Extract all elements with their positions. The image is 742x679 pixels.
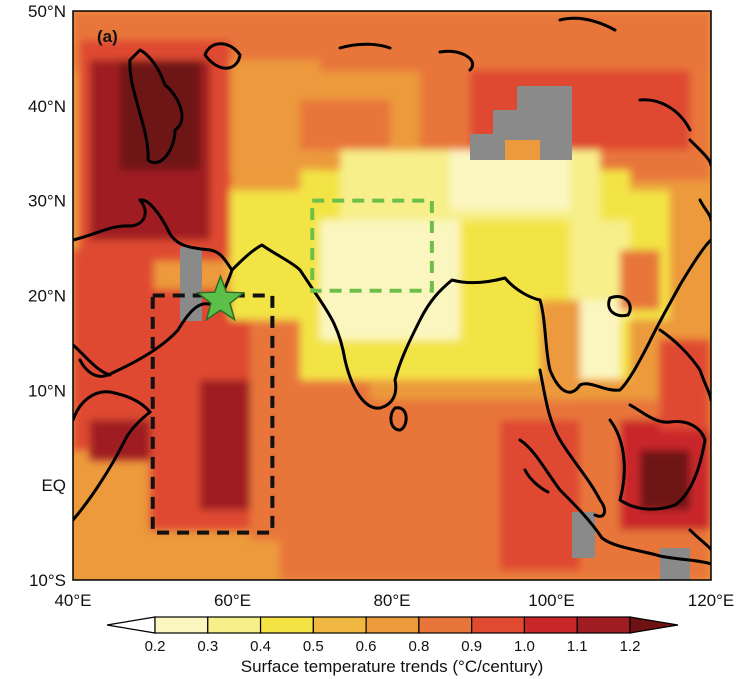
y-axis: 50°N 40°N 30°N 20°N 10°N EQ 10°S (28, 2, 66, 590)
colorbar-ticks: 0.2 0.3 0.4 0.5 0.6 0.8 0.9 1.0 1.1 1.2 (145, 638, 641, 655)
colorbar-segment (259, 616, 314, 634)
colorbar-tick-label: 0.3 (197, 638, 218, 655)
y-tick-label: 10°S (29, 571, 66, 590)
colorbar-segment (418, 616, 473, 634)
colorbar-segment (523, 616, 578, 634)
colorbar-segment (207, 616, 262, 634)
y-tick-label: 30°N (28, 192, 66, 211)
colorbar-extend-low (106, 616, 156, 634)
colorbar-tick-label: 0.5 (303, 638, 324, 655)
colorbar-segment (576, 616, 631, 634)
colorbar (106, 616, 679, 634)
y-tick-label: 10°N (28, 381, 66, 400)
star-marker (195, 274, 246, 322)
colorbar-tick-label: 0.4 (250, 638, 271, 655)
masked-cell (572, 512, 595, 558)
colorbar-segment (471, 616, 526, 634)
colorbar-tick-label: 1.1 (567, 638, 588, 655)
masked-cell (470, 134, 500, 160)
masked-cell (180, 247, 202, 321)
map-frame (72, 10, 712, 581)
x-tick-label: 40°E (54, 591, 91, 610)
colorbar-tick-label: 1.0 (514, 638, 535, 655)
y-tick-label: 50°N (28, 2, 66, 21)
colorbar-segment (312, 616, 367, 634)
y-tick-label: EQ (41, 476, 66, 495)
colorbar-tick-label: 1.2 (620, 638, 641, 655)
x-tick-label: 60°E (214, 591, 251, 610)
north-india-box (310, 198, 434, 293)
masked-cell (505, 140, 540, 160)
colorbar-tick-label: 0.8 (408, 638, 429, 655)
map-area (73, 11, 711, 580)
colorbar-segment (365, 616, 420, 634)
panel-label: (a) (97, 27, 118, 46)
x-tick-label: 120°E (688, 591, 735, 610)
x-tick-label: 100°E (528, 591, 575, 610)
colorbar-tick-label: 0.9 (461, 638, 482, 655)
x-axis: 40°E 60°E 80°E 100°E 120°E (54, 591, 734, 610)
x-tick-label: 80°E (373, 591, 410, 610)
y-tick-label: 40°N (28, 97, 66, 116)
colorbar-title: Surface temperature trends (°C/century) (241, 657, 544, 676)
colorbar-tick-label: 0.6 (356, 638, 377, 655)
colorbar-tick-label: 0.2 (145, 638, 166, 655)
masked-cell (660, 548, 690, 580)
masked-cells (180, 86, 690, 580)
coastlines (73, 16, 711, 566)
y-tick-label: 20°N (28, 287, 66, 306)
colorbar-extend-high (629, 616, 679, 634)
colorbar-segment (154, 616, 209, 634)
